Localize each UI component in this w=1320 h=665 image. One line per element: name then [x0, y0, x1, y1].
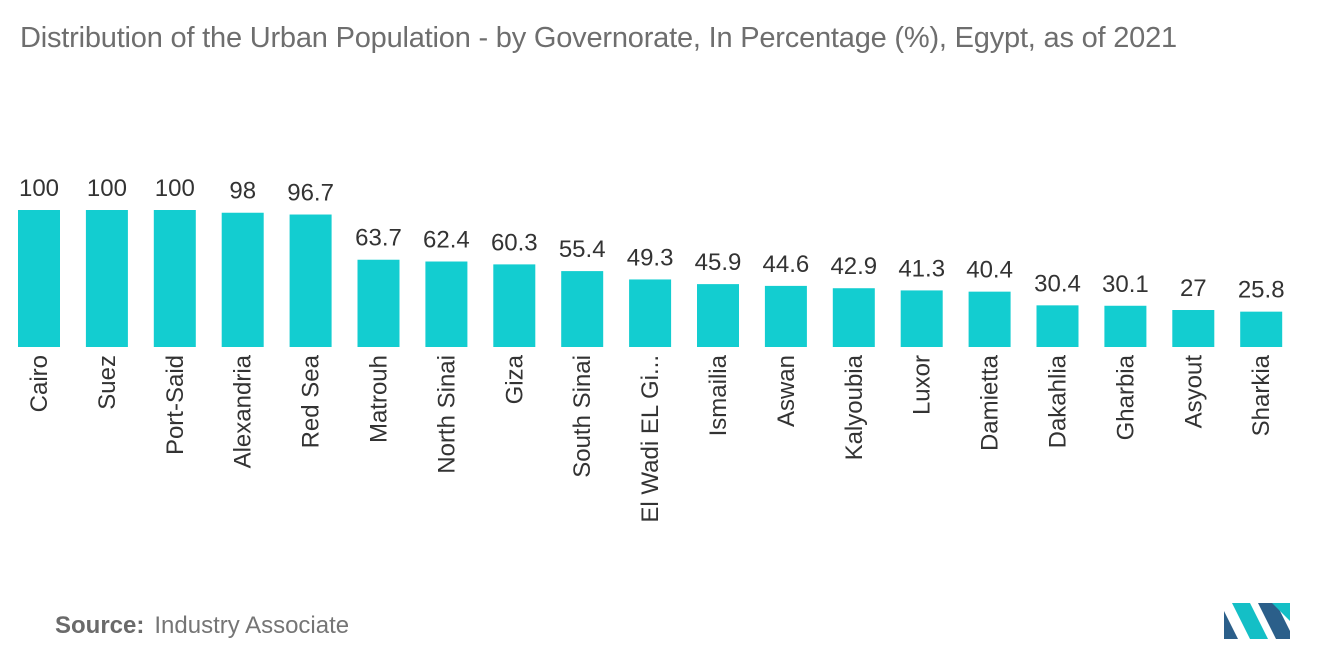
value-label-13: 41.3: [898, 255, 945, 282]
bar-4: [289, 214, 332, 347]
bar-2: [153, 210, 196, 347]
category-label-10: Ismailia: [705, 354, 732, 436]
value-label-4: 96.7: [287, 180, 334, 207]
value-labels-group: 100 100 100 98 96.7 63.7 62.4 60.3 55.4 49.3 45.9 4…: [19, 175, 1285, 304]
value-label-6: 62.4: [423, 227, 470, 254]
bars-group: [18, 210, 1283, 347]
category-label-12: Kalyoubia: [841, 354, 868, 460]
bar-1: [85, 210, 128, 347]
category-label-18: Sharkia: [1248, 354, 1275, 436]
bar-0: [18, 210, 60, 347]
bar-7: [493, 264, 536, 347]
value-label-11: 44.6: [763, 251, 810, 278]
value-label-15: 30.4: [1034, 270, 1081, 297]
value-label-5: 63.7: [355, 225, 402, 252]
category-label-3: Alexandria: [230, 354, 257, 468]
category-label-14: Damietta: [977, 354, 1004, 451]
brand-logo: [1224, 603, 1290, 639]
category-label-17: Asyout: [1180, 355, 1207, 429]
category-label-1: Suez: [94, 355, 121, 410]
value-label-1: 100: [87, 175, 127, 202]
category-labels-group: Cairo Suez Port-Said Alexandria Red Sea Matro…: [26, 354, 1275, 522]
value-label-9: 49.3: [627, 244, 674, 271]
value-label-0: 100: [19, 175, 59, 202]
category-label-11: Aswan: [773, 355, 800, 427]
category-label-0: Cairo: [26, 355, 53, 412]
bar-15: [1036, 305, 1079, 347]
category-label-7: Giza: [501, 354, 528, 404]
category-label-15: Dakahlia: [1045, 354, 1072, 448]
category-label-2: Port-Said: [162, 355, 189, 455]
value-label-17: 27: [1180, 275, 1207, 302]
bar-17: [1172, 310, 1215, 347]
source-label: Source:: [55, 612, 145, 639]
category-label-8: South Sinai: [569, 355, 596, 478]
bar-16: [1104, 305, 1147, 347]
value-label-16: 30.1: [1102, 271, 1149, 298]
bar-10: [697, 284, 739, 347]
value-label-18: 25.8: [1238, 277, 1285, 304]
category-label-5: Matrouh: [366, 355, 393, 443]
chart-title: Distribution of the Urban Population - b…: [20, 22, 1177, 54]
bar-3: [221, 212, 264, 347]
bar-18: [1240, 311, 1283, 347]
bar-5: [357, 259, 400, 347]
bar-12: [832, 288, 875, 347]
bar-13: [900, 290, 943, 347]
category-label-16: Gharbia: [1112, 354, 1139, 440]
bar-chart: 100 100 100 98 96.7 63.7 62.4 60.3 55.4 49.3 45.9 4…: [18, 175, 1285, 523]
category-label-4: Red Sea: [298, 354, 325, 448]
value-label-14: 40.4: [966, 257, 1013, 284]
value-label-2: 100: [155, 175, 195, 202]
bar-11: [764, 285, 807, 347]
value-label-7: 60.3: [491, 229, 538, 256]
bar-9: [629, 279, 672, 347]
bar-14: [968, 291, 1011, 347]
bar-8: [561, 271, 604, 347]
category-label-13: Luxor: [909, 355, 936, 415]
value-label-10: 45.9: [695, 249, 742, 276]
value-label-12: 42.9: [830, 253, 877, 280]
value-label-3: 98: [229, 178, 256, 205]
bar-6: [425, 261, 468, 347]
source-line: Source: Industry Associate: [55, 612, 349, 640]
category-label-6: North Sinai: [433, 355, 460, 474]
value-label-8: 55.4: [559, 236, 606, 263]
category-label-9: El Wadi EL Gi...: [637, 355, 664, 523]
source-text: Industry Associate: [154, 612, 350, 639]
